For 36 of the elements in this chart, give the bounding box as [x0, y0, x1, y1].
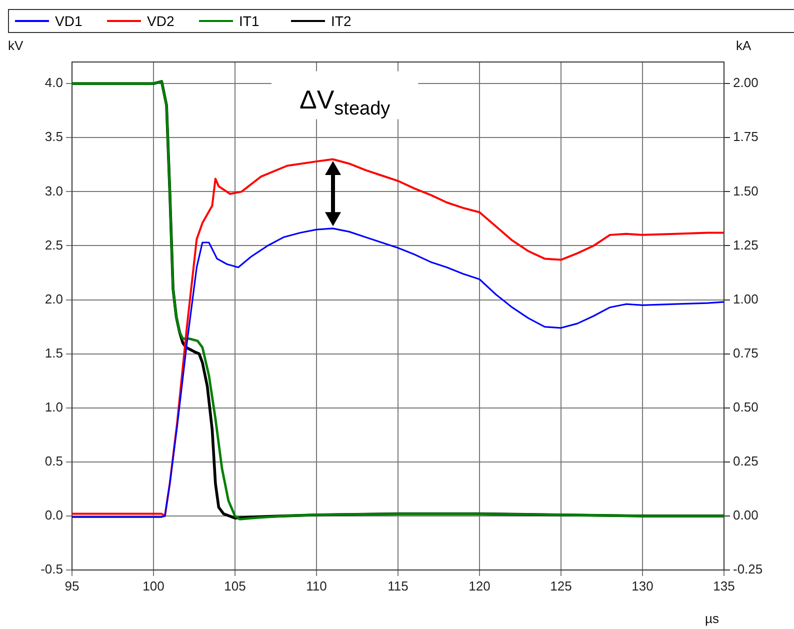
legend-label: VD1	[55, 13, 82, 29]
x-tick-label: 120	[468, 578, 490, 594]
y2-tick-label: 1.25	[733, 237, 758, 252]
y2-tick-label: 1.00	[733, 291, 758, 306]
x-tick-label: 115	[388, 578, 408, 594]
y-axis-title: kV	[8, 38, 24, 53]
y2-tick-label: 2.00	[733, 75, 758, 90]
y2-tick-label: 1.50	[733, 183, 758, 198]
x-tick-label: 95	[64, 578, 80, 594]
legend-label: VD2	[147, 13, 174, 29]
y2-tick-label: -0.25	[733, 562, 763, 577]
x-tick-label: 110	[306, 578, 327, 594]
y-tick-label: 0.5	[44, 453, 63, 468]
legend-label: IT1	[239, 13, 260, 29]
y-tick-label: 1.0	[44, 399, 63, 414]
x-tick-label: 130	[632, 578, 654, 594]
y2-tick-label: 1.75	[733, 129, 758, 144]
y-tick-label: 2.5	[44, 237, 63, 252]
x-tick-label: 125	[550, 578, 572, 594]
legend-label: IT2	[331, 13, 352, 29]
x-axis-title: µs	[705, 611, 720, 626]
y-tick-label: 3.5	[44, 129, 63, 144]
y2-axis-title: kA	[736, 38, 752, 53]
y-tick-label: 0.0	[44, 508, 63, 523]
y2-tick-label: 0.50	[733, 399, 758, 414]
y-tick-label: 2.0	[44, 291, 63, 306]
y2-tick-label: 0.25	[733, 453, 758, 468]
x-tick-label: 100	[142, 578, 164, 594]
y-tick-label: -0.5	[40, 562, 63, 577]
x-tick-label: 135	[713, 578, 735, 594]
y-tick-label: 3.0	[44, 183, 63, 198]
y2-tick-label: 0.75	[733, 345, 758, 360]
y-tick-label: 1.5	[44, 345, 63, 360]
x-tick-label: 105	[224, 578, 246, 594]
y-tick-label: 4.0	[44, 75, 63, 90]
y2-tick-label: 0.00	[733, 508, 758, 523]
